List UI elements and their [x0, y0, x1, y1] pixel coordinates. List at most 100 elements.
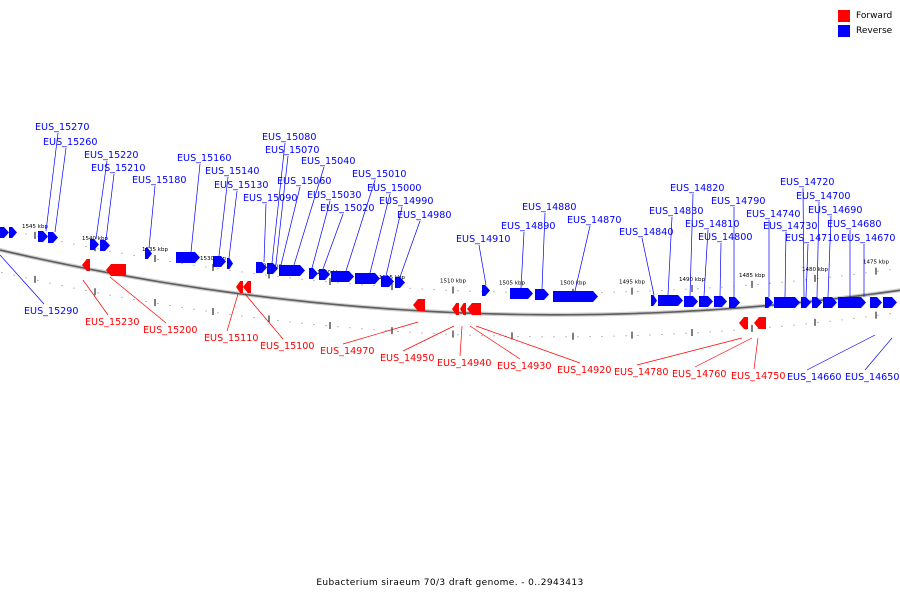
- gene-label-forward: EUS_15200: [143, 325, 198, 336]
- minor-tick: [637, 334, 639, 336]
- minor-tick: [469, 334, 471, 336]
- gene-label-forward: EUS_14970: [320, 346, 375, 357]
- gene-label-reverse: EUS_14720: [780, 177, 835, 188]
- minor-tick: [805, 323, 807, 325]
- gene-label-reverse: EUS_15290: [24, 306, 79, 317]
- leader-line: [827, 215, 832, 298]
- minor-tick: [289, 277, 291, 279]
- forward-gene-arrow: [413, 299, 425, 311]
- minor-tick: [817, 278, 819, 280]
- tick-label: 1545 kbp: [22, 224, 48, 230]
- minor-tick: [349, 327, 351, 329]
- minor-tick: [361, 328, 363, 330]
- minor-tick: [805, 279, 807, 281]
- minor-tick: [829, 320, 831, 322]
- reverse-gene-arrow: [812, 297, 822, 308]
- gene-label-reverse: EUS_14810: [685, 219, 740, 230]
- leader-line: [694, 337, 753, 368]
- gene-label-reverse: EUS_15040: [301, 156, 356, 167]
- reverse-gene-arrow: [0, 227, 9, 238]
- leader-line: [0, 254, 45, 305]
- minor-tick: [829, 276, 831, 278]
- leader-line: [228, 190, 238, 259]
- minor-tick: [373, 329, 375, 331]
- leader-line: [45, 132, 59, 232]
- minor-tick: [25, 277, 27, 279]
- minor-tick: [85, 246, 87, 247]
- minor-tick: [745, 328, 747, 330]
- tick-label: 1480 kbp: [802, 267, 828, 273]
- minor-tick: [889, 269, 891, 271]
- gene-label-reverse: EUS_15030: [307, 190, 362, 201]
- leader-line: [271, 142, 286, 264]
- minor-tick: [613, 335, 615, 337]
- minor-tick: [409, 287, 411, 289]
- gene-label-reverse: EUS_14690: [808, 205, 863, 216]
- minor-tick: [745, 284, 747, 286]
- minor-tick: [277, 320, 279, 321]
- gene-label-reverse: EUS_14650: [845, 372, 900, 383]
- leader-line: [263, 203, 267, 263]
- minor-tick: [145, 301, 147, 302]
- reverse-gene-arrow: [510, 288, 533, 299]
- minor-tick: [625, 291, 627, 293]
- reverse-gene-arrow: [774, 297, 800, 308]
- gene-label-reverse: EUS_14830: [649, 206, 704, 217]
- leader-line: [402, 325, 455, 352]
- minor-tick: [637, 290, 639, 292]
- minor-tick: [301, 322, 303, 324]
- leader-line: [322, 213, 344, 270]
- reverse-gene-arrow: [684, 296, 698, 307]
- gene-label-forward: EUS_14760: [672, 369, 727, 380]
- minor-tick: [49, 282, 51, 284]
- minor-tick: [877, 314, 879, 316]
- minor-tick: [685, 288, 687, 290]
- minor-tick: [529, 336, 531, 338]
- reverse-gene-arrow: [256, 262, 267, 273]
- minor-tick: [253, 317, 255, 319]
- leader-line: [816, 201, 820, 298]
- minor-tick: [769, 326, 771, 328]
- leader-line: [369, 193, 391, 274]
- leader-line: [345, 179, 376, 272]
- reverse-gene-arrow: [38, 231, 48, 242]
- leader-line: [667, 216, 673, 296]
- gene-label-forward: EUS_15110: [204, 333, 259, 344]
- leader-line: [806, 334, 876, 371]
- reverse-gene-arrow: [714, 296, 727, 307]
- minor-tick: [673, 333, 675, 335]
- minor-tick: [673, 289, 675, 291]
- reverse-gene-arrow: [395, 277, 405, 288]
- reverse-gene-arrow: [279, 265, 305, 276]
- leader-line: [293, 166, 325, 266]
- leader-line: [475, 325, 581, 364]
- minor-tick: [265, 274, 267, 276]
- reverse-gene-arrow: [9, 227, 17, 238]
- gene-label-forward: EUS_15230: [85, 317, 140, 328]
- leader-line: [342, 321, 419, 345]
- legend-forward: Forward: [838, 8, 892, 23]
- reverse-gene-arrow: [729, 297, 740, 308]
- minor-tick: [61, 241, 63, 243]
- forward-swatch: [838, 9, 850, 22]
- gene-label-reverse: EUS_14890: [501, 221, 556, 232]
- minor-tick: [445, 289, 447, 291]
- minor-tick: [649, 290, 651, 292]
- reverse-gene-arrow: [535, 289, 549, 300]
- minor-tick: [565, 336, 567, 338]
- reverse-gene-arrow: [267, 263, 278, 274]
- minor-tick: [577, 336, 579, 338]
- gene-label-reverse: EUS_14870: [567, 215, 622, 226]
- leader-line: [469, 325, 521, 360]
- tick-label: 1515 kbp: [379, 275, 405, 281]
- minor-tick: [733, 329, 735, 331]
- minor-tick: [421, 332, 423, 334]
- leader-line: [541, 212, 546, 290]
- reverse-gene-arrow: [553, 291, 598, 302]
- minor-tick: [109, 250, 111, 252]
- minor-tick: [781, 281, 783, 283]
- reverse-gene-arrow: [48, 232, 58, 243]
- reverse-gene-arrow: [227, 258, 233, 269]
- reverse-gene-arrow: [658, 295, 683, 306]
